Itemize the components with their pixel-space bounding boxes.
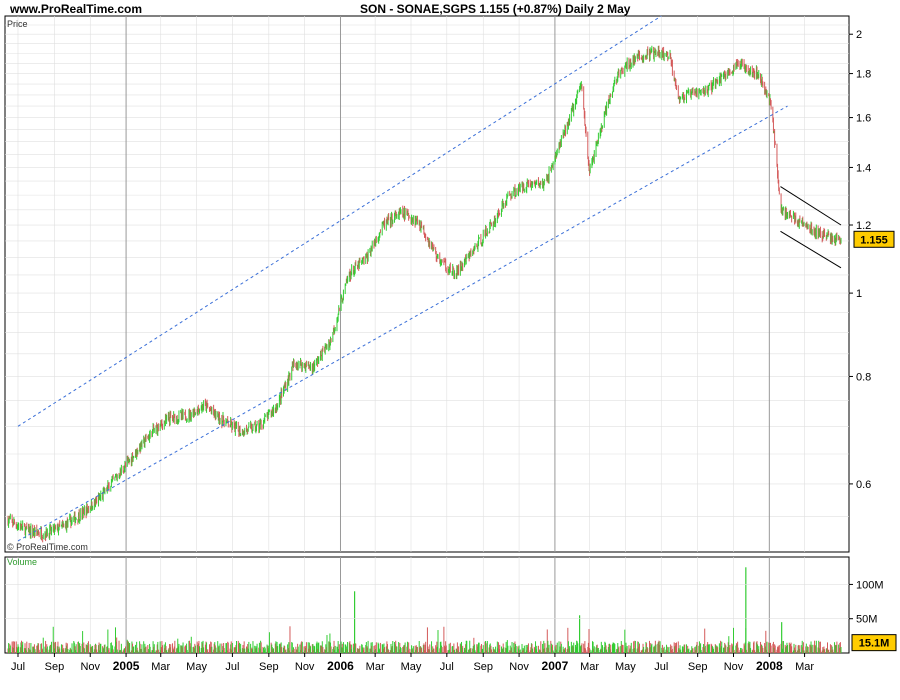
price-tick-label: 0.6 [856,479,871,491]
x-tick-label: Nov [509,661,529,673]
downtrend-line [780,230,842,269]
downtrend-line [780,186,842,226]
price-tick-label: 0.8 [856,371,871,383]
x-tick-label: Mar [795,661,814,673]
price-panel-label: Price [7,19,28,29]
x-tick-label: May [186,661,207,673]
x-tick-label: Mar [151,661,170,673]
price-candles [7,45,842,543]
x-tick-label: Nov [80,661,100,673]
x-tick-label: May [401,661,422,673]
x-tick-label: 2006 [327,659,354,673]
last-price-value: 1.155 [860,234,888,246]
x-tick-label: Sep [259,661,279,673]
copyright-text: © ProRealTime.com [7,542,88,552]
price-tick-label: 1.6 [856,113,871,125]
last-volume-value: 15.1M [859,638,890,650]
x-tick-label: 2005 [113,659,140,673]
x-tick-label: Nov [724,661,744,673]
x-tick-label: Mar [580,661,599,673]
volume-bars [7,567,842,653]
chart-title: SON - SONAE,SGPS 1.155 (+0.87%) Daily 2 … [360,2,631,16]
x-tick-label: Mar [366,661,385,673]
x-tick-label: Jul [11,661,25,673]
volume-tick-label: 100M [856,579,884,591]
volume-tick-label: 50M [856,614,877,626]
site-url[interactable]: www.ProRealTime.com [10,2,143,16]
volume-panel-label: Volume [7,557,38,567]
price-tick-label: 1.8 [856,69,871,81]
x-tick-label: Jul [654,661,668,673]
price-tick-label: 2 [856,29,862,41]
price-tick-label: 1.2 [856,220,871,232]
price-plot-area [4,15,850,553]
x-tick-label: Nov [295,661,315,673]
price-tick-label: 1.4 [856,162,871,174]
price-grid [5,16,849,653]
x-tick-label: 2007 [542,659,569,673]
x-tick-label: Jul [225,661,239,673]
price-tick-label: 1 [856,288,862,300]
trend-channel-line [17,15,662,427]
x-tick-label: Sep [473,661,493,673]
last-volume-badge [851,634,897,652]
x-tick-label: Jul [440,661,454,673]
last-price-badge [853,230,895,248]
x-tick-label: Sep [688,661,708,673]
x-tick-label: May [615,661,636,673]
x-tick-label: Sep [45,661,65,673]
x-tick-label: 2008 [756,659,783,673]
